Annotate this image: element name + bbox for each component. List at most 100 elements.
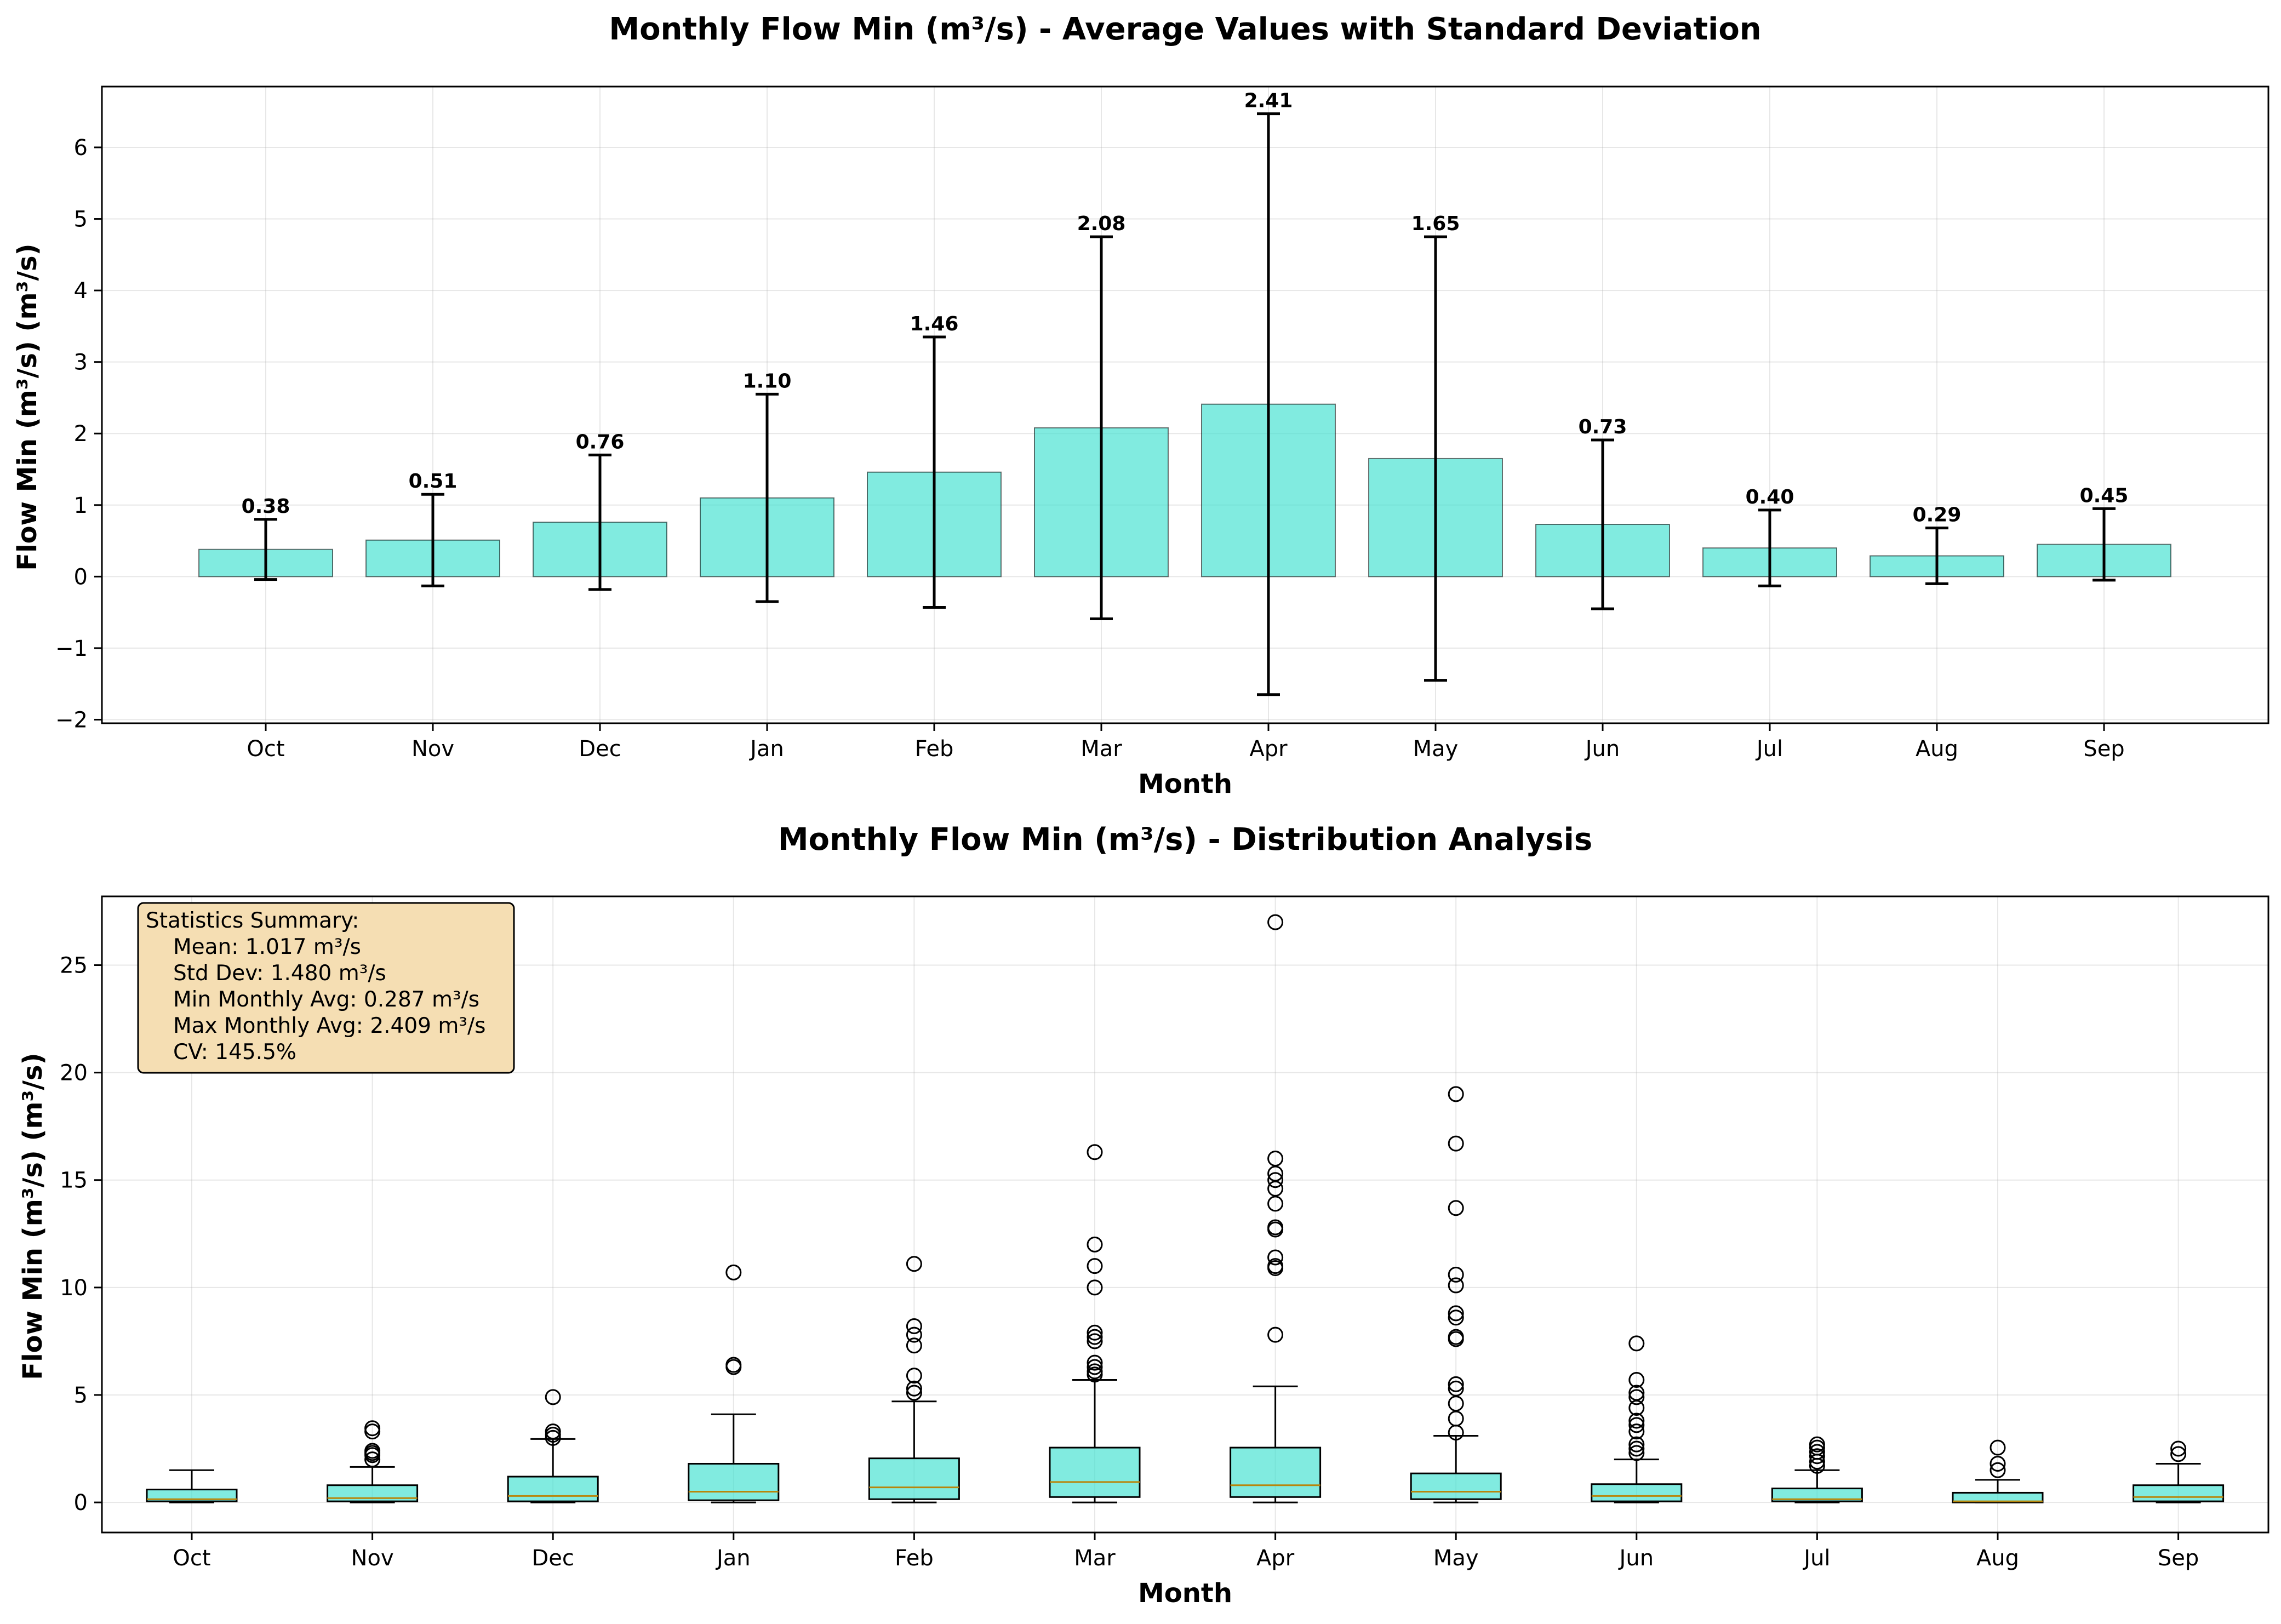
x-tick-label: Apr (1249, 736, 1288, 762)
box-plot-plot-frame (101, 895, 2269, 1534)
x-tick-label: Oct (173, 1546, 210, 1571)
outlier-point (1628, 1335, 1645, 1352)
outlier-point (725, 1264, 742, 1280)
bar-chart-value-labels: 0.38 0.51 0.76 1.10 1.46 2.08 2.41 1.65 0.73 0.40… (242, 90, 2129, 527)
bar-chart: Monthly Flow Min (m³/s) - Average Values… (12, 12, 2269, 799)
outlier-point (545, 1423, 561, 1440)
bar-value-label: 1.65 (1411, 213, 1460, 235)
box-iqr (1591, 1483, 1683, 1502)
bar-chart-error-bars (254, 112, 2116, 696)
x-tick-label: Mar (1074, 1546, 1116, 1571)
statistics-summary-heading: Statistics Summary: (146, 908, 359, 933)
outlier-point (906, 1318, 922, 1334)
bar-value-label: 2.08 (1077, 213, 1126, 235)
error-bar-apr (1257, 112, 1280, 696)
outlier-point (1809, 1436, 1825, 1453)
outlier-point (1267, 1249, 1284, 1266)
bar-chart-title: Monthly Flow Min (m³/s) - Average Values… (609, 12, 1761, 47)
box-plot-chart: Monthly Flow Min (m³/s) - Distribution A… (18, 822, 2269, 1609)
bar-value-label: 0.29 (1913, 504, 1962, 527)
outlier-point (1448, 1086, 1464, 1102)
box-iqr (1771, 1488, 1863, 1502)
bar-value-label: 0.45 (2080, 484, 2129, 507)
outlier-point (2170, 1440, 2187, 1457)
box-aug (1952, 1439, 2044, 1503)
outlier-point (1628, 1417, 1645, 1433)
statistics-summary-line: Min Monthly Avg: 0.287 m³/s (173, 987, 479, 1012)
outlier-point (906, 1256, 922, 1272)
x-tick-label: Feb (895, 1546, 934, 1571)
outlier-point (1267, 1258, 1284, 1274)
outlier-point (364, 1420, 381, 1437)
bar-value-label: 0.51 (409, 470, 458, 493)
error-bar-jan (756, 392, 779, 603)
outlier-point (2170, 1446, 2187, 1462)
box-iqr (868, 1457, 960, 1500)
y-tick-label: 1 (74, 493, 88, 518)
error-bar-mar (1090, 235, 1113, 620)
y-tick-label: 20 (60, 1061, 88, 1086)
outlier-point (1628, 1372, 1645, 1388)
y-tick-label: 5 (74, 1383, 88, 1408)
box-iqr (1410, 1472, 1502, 1500)
error-bar-may (1424, 235, 1447, 682)
x-tick-label: May (1433, 1546, 1479, 1571)
statistics-summary-line: CV: 145.5% (173, 1040, 296, 1065)
box-plot-y-axis-label: Flow Min (m³/s) (m³/s) (18, 1053, 48, 1380)
box-apr (1230, 914, 1322, 1503)
outlier-point (545, 1389, 561, 1405)
bar-value-label: 1.46 (910, 313, 959, 335)
outlier-point (1448, 1135, 1464, 1152)
outlier-point (1628, 1389, 1645, 1405)
box-iqr (688, 1462, 780, 1501)
outlier-point (1448, 1376, 1464, 1392)
y-tick-label: 5 (74, 207, 88, 232)
bar-value-label: 0.76 (576, 431, 625, 453)
outlier-point (1448, 1310, 1464, 1326)
y-tick-label: 0 (74, 564, 88, 590)
box-mar (1049, 1144, 1141, 1503)
outlier-point (1990, 1462, 2006, 1478)
y-tick-label: 3 (74, 350, 88, 375)
box-jun (1591, 1335, 1683, 1503)
outlier-point (1809, 1444, 1825, 1460)
outlier-point (906, 1326, 922, 1343)
y-tick-label: 2 (74, 421, 88, 447)
outlier-point (906, 1385, 922, 1401)
outlier-point (1628, 1440, 1645, 1457)
x-tick-label: Dec (531, 1546, 574, 1571)
error-bar-jul (1758, 508, 1781, 587)
box-nov (327, 1420, 419, 1503)
outlier-point (1087, 1279, 1103, 1296)
x-tick-label: Jun (1584, 736, 1620, 762)
box-plot-boxes (146, 914, 2225, 1503)
error-bar-oct (254, 518, 277, 581)
error-bar-jun (1591, 438, 1614, 610)
outlier-point (1087, 1354, 1103, 1371)
error-bar-nov (421, 493, 444, 587)
x-tick-label: May (1413, 736, 1459, 762)
statistics-summary-line: Std Dev: 1.480 m³/s (173, 961, 386, 986)
statistics-summary-box: Statistics Summary: Mean: 1.017 m³/sStd … (137, 902, 515, 1074)
y-tick-label: 0 (74, 1490, 88, 1516)
bar-value-label: 2.41 (1244, 90, 1293, 112)
x-tick-label: Aug (1976, 1546, 2019, 1571)
bar-chart-y-axis-label: Flow Min (m³/s) (m³/s) (12, 243, 43, 570)
outlier-point (1087, 1363, 1103, 1380)
x-tick-label: Apr (1256, 1546, 1295, 1571)
bar-chart-plot-frame (101, 85, 2269, 724)
x-tick-label: Nov (351, 1546, 394, 1571)
bar-value-label: 0.73 (1579, 416, 1627, 438)
outlier-point (1087, 1144, 1103, 1160)
outlier-point (1990, 1455, 2006, 1472)
box-dec (507, 1389, 599, 1503)
y-tick-label: 4 (74, 278, 88, 304)
x-tick-label: Jul (1802, 1546, 1830, 1571)
x-tick-label: Mar (1081, 736, 1122, 762)
outlier-point (1267, 1172, 1284, 1188)
statistics-summary-background (137, 902, 515, 1074)
y-tick-label: −1 (55, 636, 88, 661)
outlier-point (1628, 1423, 1645, 1440)
bar-chart-x-axis-label: Month (1138, 769, 1232, 799)
x-tick-label: Dec (579, 736, 621, 762)
